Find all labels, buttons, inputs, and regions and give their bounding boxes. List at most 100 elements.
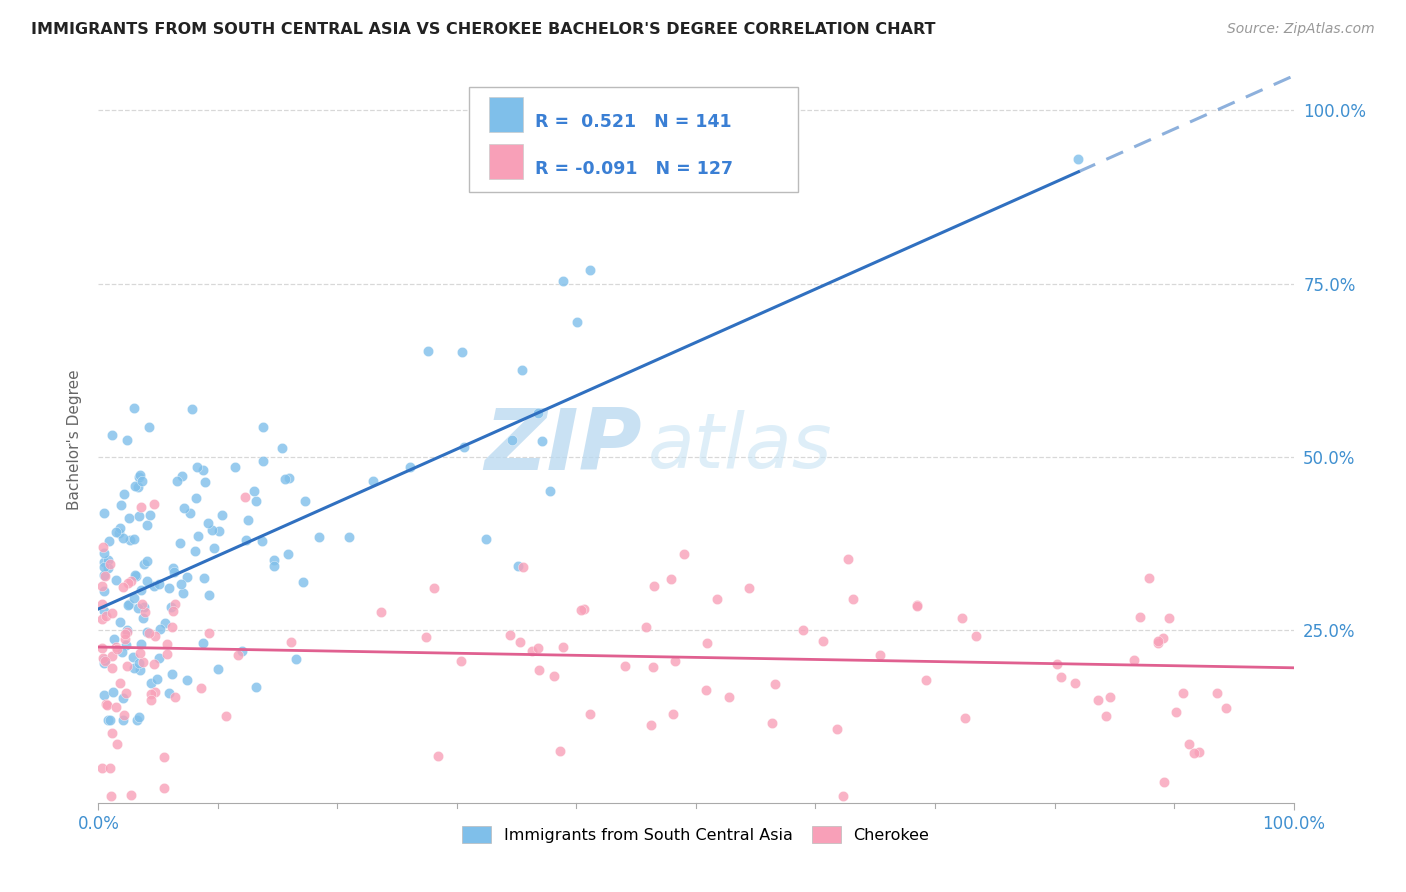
Point [162,561,184,575]
Point [91,540,114,554]
Point [91,597,114,611]
Point [236,513,259,527]
Text: atlas: atlas [648,409,832,483]
Point [526,406,548,420]
Point [120,788,142,802]
Point [224,459,246,474]
Point [245,680,267,694]
Point [148,577,170,591]
Point [737,581,759,595]
Point [91,579,114,593]
Point [1129,610,1152,624]
Point [105,524,128,539]
Point [1157,610,1180,624]
Point [128,646,150,660]
Point [127,480,149,494]
Point [1137,571,1160,585]
Point [193,571,215,585]
Point [91,761,114,775]
Text: IMMIGRANTS FROM SOUTH CENTRAL ASIA VS CHEROKEE BACHELOR'S DEGREE CORRELATION CHA: IMMIGRANTS FROM SOUTH CENTRAL ASIA VS CH… [31,22,935,37]
Point [136,625,159,640]
Point [792,624,814,638]
Point [94,697,117,711]
Point [187,528,209,542]
Point [423,582,446,596]
Point [905,598,928,612]
Point [1067,152,1090,166]
Point [97,713,120,727]
Point [245,494,267,508]
Point [294,494,316,508]
Point [538,483,561,498]
Point [813,633,835,648]
Point [579,262,602,277]
Point [111,531,134,545]
Point [153,749,176,764]
Point [1166,706,1188,720]
Point [112,486,135,500]
Point [122,661,145,675]
Point [1147,634,1170,648]
Point [243,484,266,499]
Point [173,500,195,515]
Point [163,566,186,580]
Bar [489,144,523,178]
Point [101,607,124,621]
Point [125,569,148,583]
Point [138,420,160,434]
Point [98,558,121,572]
Point [695,683,717,698]
Point [112,713,135,727]
Point [142,497,165,511]
Point [148,650,170,665]
Point [156,637,179,651]
Point [252,419,274,434]
Point [512,560,534,574]
Point [100,427,122,442]
Point [93,506,115,520]
Point [129,583,152,598]
Point [569,603,592,617]
Point [399,459,422,474]
Point [146,672,169,686]
Point [578,707,600,722]
Point [101,649,124,664]
Point [186,491,208,506]
Point [553,274,575,288]
Point [157,686,180,700]
Point [1046,657,1069,672]
Point [118,511,141,525]
Point [93,583,115,598]
Point [278,471,301,485]
Point [211,508,233,522]
Point [143,629,166,643]
Point [499,628,522,642]
Point [101,661,124,675]
Point [117,598,139,612]
Point [93,568,115,582]
Point [117,576,139,591]
Point [136,554,159,568]
Point [94,654,117,668]
Point [718,690,741,704]
Point [170,469,193,483]
Point [128,663,150,677]
Point [271,441,294,455]
Point [370,605,392,619]
Point [662,706,685,721]
Point [176,570,198,584]
Point [831,789,853,803]
Point [100,789,122,803]
Point [162,604,184,618]
Point [172,586,194,600]
Point [114,627,136,641]
Point [252,534,274,549]
Point [142,657,165,671]
Point [543,668,565,682]
Point [1098,690,1121,704]
Point [1152,632,1174,646]
Point [215,709,238,723]
Point [93,653,115,667]
Point [115,638,138,652]
Point [274,472,297,486]
